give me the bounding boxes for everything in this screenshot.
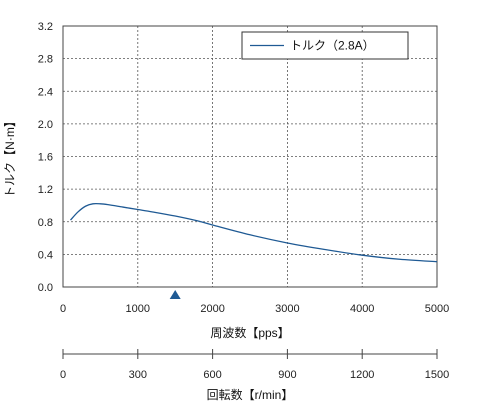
x-tick-label: 2000: [200, 303, 224, 315]
y-tick-label: 0.8: [38, 217, 53, 229]
x-tick-label: 4000: [350, 303, 374, 315]
secondary-tick-label: 1500: [425, 369, 449, 381]
y-tick-label: 1.2: [38, 184, 53, 196]
y-tick-label: 2.8: [38, 54, 53, 66]
x-tick-label: 1000: [126, 303, 150, 315]
y-tick-label: 3.2: [38, 21, 53, 33]
grid-lines: [63, 26, 437, 287]
y-tick-label: 1.6: [38, 152, 53, 164]
secondary-axis: 0 300 600 900 1200 1500 回転数【r/min】: [60, 349, 449, 402]
y-tick-label: 2.0: [38, 119, 53, 131]
x-axis-ticks: 0 1000 2000 3000 4000 5000: [60, 303, 449, 315]
series-line-torque: [69, 202, 438, 263]
x-tick-label: 0: [60, 303, 66, 315]
x-tick-label: 5000: [425, 303, 449, 315]
secondary-tick-label: 300: [129, 369, 147, 381]
secondary-axis-title: 回転数【r/min】: [207, 387, 294, 402]
x-tick-label: 3000: [275, 303, 299, 315]
secondary-axis-ticks: 0 300 600 900 1200 1500: [60, 349, 449, 381]
y-tick-label: 0.4: [38, 249, 53, 261]
y-axis-title: トルク【N·m】: [3, 115, 17, 198]
y-tick-label: 0.0: [38, 282, 53, 294]
secondary-tick-label: 1200: [350, 369, 374, 381]
plot-frame: [62, 25, 438, 288]
y-axis-ticks: 0.0 0.4 0.8 1.2 1.6 2.0 2.4 2.8 3.2: [38, 21, 53, 294]
speed-marker-triangle: [169, 290, 181, 299]
legend: トルク（2.8A）: [241, 31, 409, 60]
secondary-tick-label: 0: [60, 369, 66, 381]
x-axis-title: 周波数【pps】: [210, 325, 289, 340]
y-tick-label: 2.4: [38, 86, 53, 98]
secondary-tick-label: 600: [203, 369, 221, 381]
secondary-tick-label: 900: [278, 369, 296, 381]
legend-label: トルク（2.8A）: [290, 39, 375, 53]
